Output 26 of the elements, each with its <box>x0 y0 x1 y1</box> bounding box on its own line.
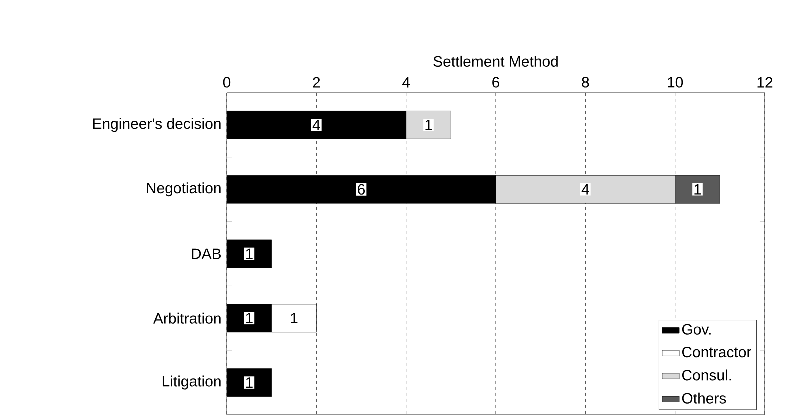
legend-label: Consul. <box>682 370 732 381</box>
x-tick-label: 4 <box>402 77 410 88</box>
y-tick-label: Arbitration <box>153 312 221 324</box>
data-label: 4 <box>312 120 320 130</box>
data-label: 1 <box>246 248 253 260</box>
y-tick-label: Engineer's decision <box>93 118 221 132</box>
x-tick-label: 12 <box>758 77 773 88</box>
data-label: 1 <box>246 313 253 324</box>
x-tick-label: 0 <box>223 77 231 88</box>
x-axis-title: Settlement Method <box>434 56 558 67</box>
data-label: 1 <box>694 184 702 195</box>
x-tick-label: 2 <box>313 77 320 88</box>
x-tick-label: 10 <box>668 77 684 88</box>
legend-label: Gov. <box>682 324 711 335</box>
data-label: 4 <box>582 184 590 195</box>
x-tick-label: 6 <box>492 77 500 88</box>
x-tick-label: 8 <box>582 77 590 88</box>
data-label: 6 <box>358 184 366 195</box>
legend-label: Others <box>682 392 726 404</box>
y-tick-label: Litigation <box>162 376 221 390</box>
legend-label: Contractor <box>682 347 752 358</box>
y-tick-label: DAB <box>192 248 222 260</box>
data-label: 1 <box>291 313 298 324</box>
y-tick-label: Negotiation <box>147 182 221 197</box>
data-label: 1 <box>426 120 432 130</box>
data-label: 1 <box>246 378 253 388</box>
